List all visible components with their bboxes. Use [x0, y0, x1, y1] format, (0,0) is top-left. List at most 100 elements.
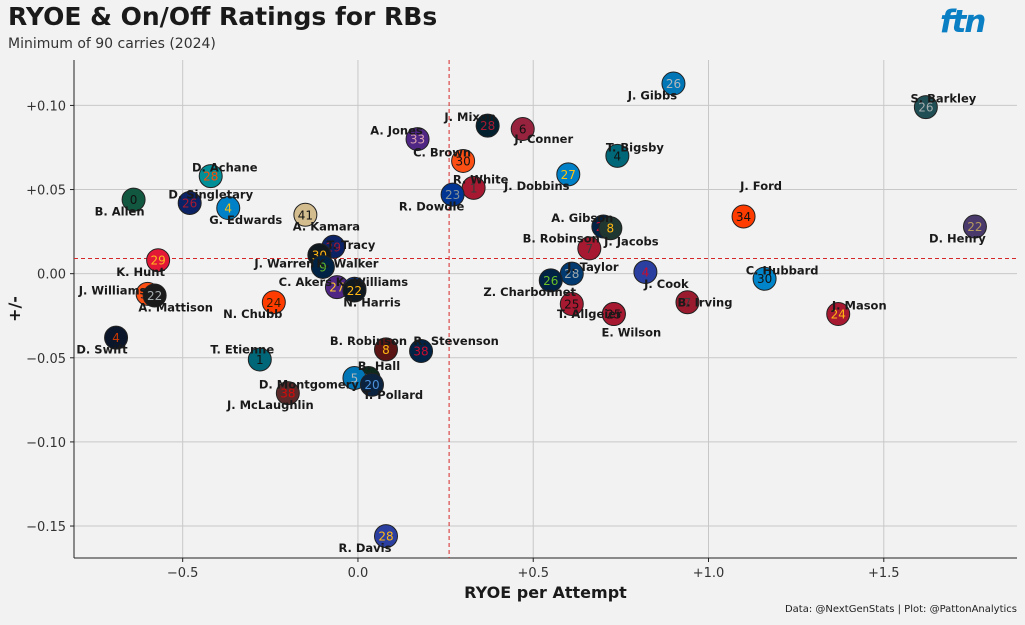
x-axis-title: RYOE per Attempt	[464, 583, 627, 602]
point-marker	[510, 116, 535, 141]
data-point: 8	[373, 337, 398, 362]
point-marker	[146, 248, 171, 273]
point-label: C. Akers	[279, 275, 333, 289]
point-label: T. Tracy	[327, 238, 376, 252]
point-marker	[198, 164, 223, 189]
point-jersey-number: 41	[298, 208, 313, 222]
point-label: R. Davis	[338, 541, 391, 555]
point-label: B. Hall	[358, 359, 400, 373]
point-jersey-number: 24	[266, 296, 281, 310]
point-jersey-number: 22	[967, 220, 982, 234]
y-tick-label: −0.05	[26, 352, 66, 367]
point-marker	[440, 182, 465, 207]
point-marker	[121, 187, 146, 212]
data-point: 26	[913, 95, 938, 120]
point-marker	[247, 347, 272, 372]
y-tick-label: −0.10	[26, 436, 66, 451]
point-jersey-number: 28	[203, 170, 218, 184]
data-point: 4	[633, 259, 658, 284]
point-marker	[675, 290, 700, 315]
data-point: 26	[177, 191, 202, 216]
point-jersey-number: 1	[470, 181, 478, 195]
point-marker	[405, 127, 430, 152]
point-label: R. Stevenson	[413, 334, 498, 348]
point-jersey-number: 34	[736, 210, 751, 224]
point-label: C. Hubbard	[746, 263, 819, 277]
point-jersey-number: 22	[147, 289, 162, 303]
point-marker	[261, 290, 286, 315]
point-marker	[826, 302, 851, 327]
point-marker	[373, 337, 398, 362]
point-label: J. Mason	[831, 299, 887, 313]
point-label: A. Mattison	[138, 300, 213, 314]
point-marker	[275, 381, 300, 406]
point-jersey-number: 4	[642, 265, 650, 279]
point-label: A. Gibson	[551, 211, 613, 225]
data-point: 26	[661, 71, 686, 96]
point-label: E. Wilson	[602, 326, 662, 340]
point-jersey-number: 28	[378, 530, 393, 544]
point-marker	[913, 95, 938, 120]
data-point: 38	[275, 381, 300, 406]
data-point: 22	[962, 214, 987, 239]
point-label: T. Etienne	[210, 342, 274, 356]
point-label: Z. Charbonnet	[483, 285, 576, 299]
data-point: 7	[577, 236, 602, 261]
point-jersey-number: 22	[347, 284, 362, 298]
point-jersey-number: 24	[831, 308, 846, 322]
point-label: J. Taylor	[566, 260, 619, 274]
point-label: T. Bigsby	[606, 140, 664, 154]
point-jersey-number: 25	[606, 308, 621, 322]
point-label: T. Allgeier	[557, 307, 622, 321]
point-label: R. Dowdle	[399, 199, 465, 213]
data-point: 23	[440, 182, 465, 207]
point-label: B. Irving	[678, 295, 733, 309]
data-point: 28	[559, 261, 584, 286]
point-label: J. Mixon	[443, 110, 496, 124]
point-jersey-number: 7	[684, 296, 692, 310]
point-marker	[731, 204, 756, 229]
point-marker	[293, 202, 318, 227]
point-marker	[598, 216, 623, 241]
y-tick-label: +0.10	[26, 99, 66, 114]
data-point: 29	[146, 248, 171, 273]
data-point: 4	[104, 325, 129, 350]
data-point: 38	[409, 339, 434, 364]
point-jersey-number: 8	[607, 222, 615, 236]
point-label: K. Williams	[336, 275, 408, 289]
data-point: 6	[510, 116, 535, 141]
point-label: C. Brown	[413, 146, 471, 160]
point-jersey-number: 1	[256, 353, 264, 367]
point-label: J. Ford	[739, 179, 782, 193]
point-label: J. Warren	[253, 257, 314, 271]
point-label: G. Edwards	[209, 213, 282, 227]
point-marker	[216, 196, 241, 221]
point-label: R. White	[453, 172, 509, 186]
data-point: 0	[121, 187, 146, 212]
chart-subtitle: Minimum of 90 carries (2024)	[8, 36, 216, 52]
point-jersey-number: 27	[561, 168, 576, 182]
point-label: J. Gibbs	[627, 88, 677, 102]
point-marker	[409, 339, 434, 364]
point-jersey-number: 0	[130, 193, 138, 207]
point-label: A. Kamara	[293, 220, 360, 234]
point-marker	[752, 266, 777, 291]
data-point: 26	[538, 268, 563, 293]
point-label: T. Pollard	[363, 388, 423, 402]
data-point: 28	[198, 164, 223, 189]
point-marker	[577, 236, 602, 261]
point-marker	[359, 372, 384, 397]
data-point: 27	[556, 162, 581, 187]
point-jersey-number: 6	[519, 122, 527, 136]
point-label: B. Robinson	[523, 231, 600, 245]
point-label: N. Harris	[343, 295, 401, 309]
data-point: 9	[310, 254, 335, 279]
point-jersey-number: 26	[182, 197, 197, 211]
data-point: 7	[675, 290, 700, 315]
point-jersey-number: 27	[329, 281, 344, 295]
point-label: J. Cook	[643, 277, 689, 291]
point-marker	[451, 148, 476, 173]
x-tick-label: +1.5	[868, 566, 900, 581]
point-jersey-number: 28	[480, 119, 495, 133]
data-point: 27	[324, 275, 349, 300]
